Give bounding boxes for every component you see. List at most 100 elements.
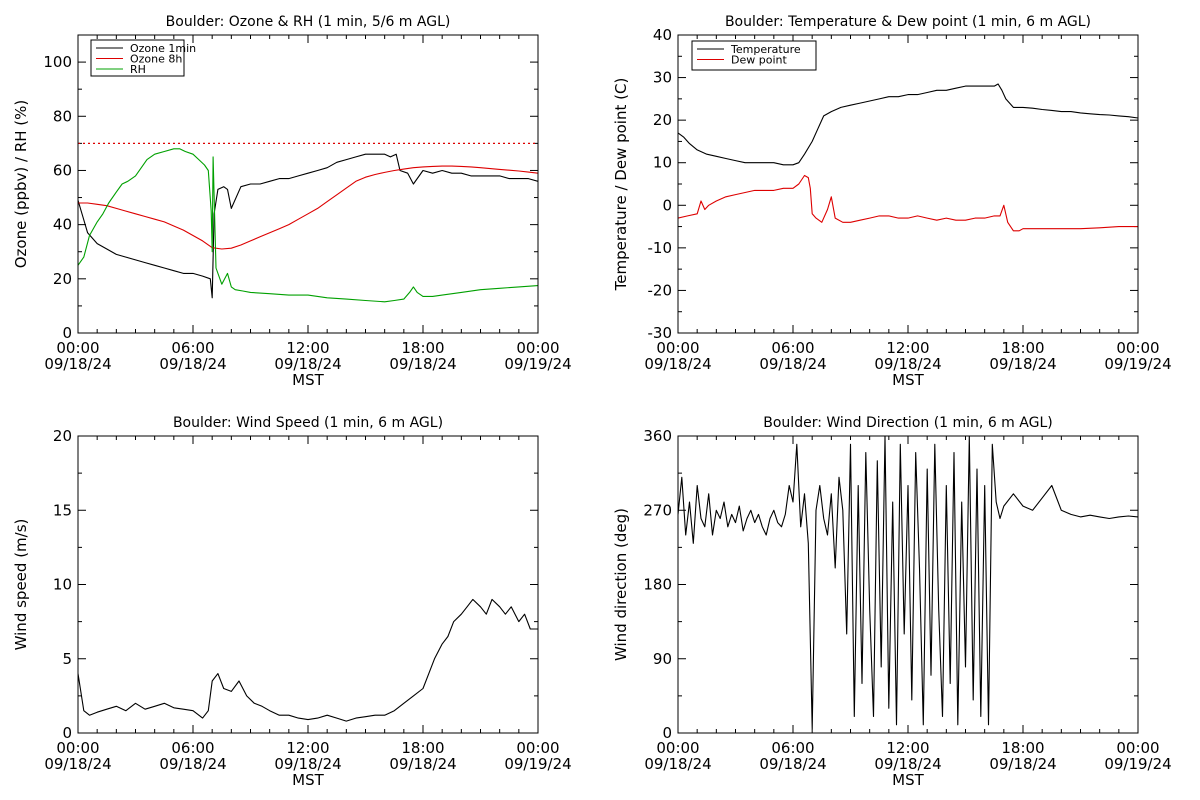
y-tick-label: 0: [62, 724, 72, 742]
y-tick-label: -10: [648, 239, 673, 257]
x-tick-label-date: 09/18/24: [274, 755, 341, 773]
series-line: [678, 436, 1138, 730]
legend-label: Ozone 1min: [130, 42, 196, 55]
x-tick-label-date: 09/19/24: [1104, 755, 1171, 773]
y-tick-label: 0: [62, 324, 72, 342]
plot-frame: [77, 34, 539, 334]
plot-frame: [677, 34, 1139, 334]
y-tick-label: 30: [653, 69, 672, 87]
x-tick-label-date: 09/18/24: [989, 755, 1056, 773]
y-tick-label: 0: [662, 196, 672, 214]
chart-title: Boulder: Wind Direction (1 min, 6 m AGL): [763, 415, 1052, 431]
y-tick-label: 20: [653, 111, 672, 129]
x-tick-label-time: 00:00: [516, 739, 559, 757]
y-tick-label: 10: [53, 576, 72, 594]
legend-label: Ozone 8h: [130, 53, 182, 66]
y-axis-label: Ozone (ppbv) / RH (%): [12, 100, 30, 269]
x-tick-label-date: 09/18/24: [874, 755, 941, 773]
y-tick-label: 80: [53, 107, 72, 125]
x-tick-label-time: 12:00: [286, 739, 329, 757]
x-tick-label-time: 06:00: [171, 739, 214, 757]
y-tick-label: 60: [53, 161, 72, 179]
x-axis-label: MST: [892, 371, 924, 389]
x-tick-label-date: 09/18/24: [759, 355, 826, 373]
y-tick-label: 0: [662, 724, 672, 742]
x-tick-label-date: 09/19/24: [504, 355, 571, 373]
y-tick-label: 90: [653, 650, 672, 668]
legend-box: [90, 39, 185, 77]
x-tick-label-date: 09/18/24: [159, 355, 226, 373]
y-tick-label: 15: [53, 501, 72, 519]
legend-label: RH: [130, 63, 146, 76]
x-tick-label-date: 09/18/24: [44, 755, 111, 773]
x-tick-label-time: 00:00: [1116, 739, 1159, 757]
x-tick-label-date: 09/19/24: [1104, 355, 1171, 373]
x-tick-label-time: 06:00: [771, 739, 814, 757]
x-tick-label-time: 18:00: [401, 339, 444, 357]
x-tick-label-date: 09/18/24: [874, 355, 941, 373]
x-tick-label-date: 09/18/24: [389, 755, 456, 773]
x-tick-label-time: 18:00: [1001, 739, 1044, 757]
plot-frame: [677, 435, 1139, 734]
x-tick-label-time: 00:00: [656, 739, 699, 757]
wind-speed-panel: Boulder: Wind Speed (1 min, 6 m AGL) 0 5 10…: [12, 415, 572, 789]
ozone-rh-panel: Boulder: Ozone & RH (1 min, 5/6 m AGL) 0 2…: [12, 14, 572, 389]
x-tick-label-date: 09/18/24: [274, 355, 341, 373]
x-tick-label-date: 09/18/24: [44, 355, 111, 373]
y-tick-label: 40: [53, 216, 72, 234]
y-tick-label: 5: [62, 650, 72, 668]
x-tick-label-time: 06:00: [771, 339, 814, 357]
x-tick-label-date: 09/18/24: [989, 355, 1056, 373]
x-tick-label-date: 09/18/24: [389, 355, 456, 373]
x-tick-label-date: 09/19/24: [504, 755, 571, 773]
y-tick-label: 270: [643, 501, 672, 519]
y-tick-label: -20: [648, 281, 673, 299]
plot-frame: [77, 435, 539, 734]
x-tick-label-date: 09/18/24: [759, 755, 826, 773]
y-axis-label: Wind speed (m/s): [12, 519, 30, 651]
y-axis-label: Wind direction (deg): [612, 508, 630, 661]
wind-direction-panel: Boulder: Wind Direction (1 min, 6 m AGL)…: [612, 415, 1172, 789]
y-axis-label: Temperature / Dew point (C): [612, 78, 630, 292]
chart-title: Boulder: Temperature & Dew point (1 min,…: [725, 14, 1091, 30]
temperature-dewpoint-panel: Boulder: Temperature & Dew point (1 min,…: [612, 14, 1172, 389]
legend-label: Dew point: [731, 54, 787, 67]
x-tick-label-time: 12:00: [886, 339, 929, 357]
x-tick-label-date: 09/18/24: [159, 755, 226, 773]
chart-title: Boulder: Wind Speed (1 min, 6 m AGL): [173, 415, 443, 431]
x-tick-label-time: 00:00: [56, 339, 99, 357]
series-line-rh: [78, 148, 538, 303]
x-axis-label: MST: [292, 771, 324, 789]
series-line-dew-point: [678, 174, 1138, 232]
x-tick-label-time: 18:00: [1001, 339, 1044, 357]
legend-label: Temperature: [730, 43, 801, 56]
x-tick-label-time: 12:00: [286, 339, 329, 357]
y-tick-label: 40: [653, 26, 672, 44]
x-tick-label-time: 00:00: [1116, 339, 1159, 357]
series-line-temperature: [678, 83, 1138, 166]
series-line-ozone-8h: [78, 165, 538, 250]
x-tick-label-time: 18:00: [401, 739, 444, 757]
x-tick-label-time: 12:00: [886, 739, 929, 757]
x-tick-label-time: 00:00: [56, 739, 99, 757]
y-tick-label: 360: [643, 427, 672, 445]
chart-title: Boulder: Ozone & RH (1 min, 5/6 m AGL): [166, 14, 451, 30]
x-tick-label-time: 00:00: [656, 339, 699, 357]
x-tick-label-time: 00:00: [516, 339, 559, 357]
x-axis-label: MST: [892, 771, 924, 789]
y-tick-label: 100: [43, 53, 72, 71]
x-tick-label-date: 09/18/24: [644, 355, 711, 373]
series-line: [78, 598, 538, 722]
series-line-ozone-1min: [78, 153, 538, 299]
y-tick-label: 10: [653, 154, 672, 172]
y-tick-label: 20: [53, 427, 72, 445]
y-tick-label: -30: [648, 324, 673, 342]
y-tick-label: 20: [53, 270, 72, 288]
x-tick-label-date: 09/18/24: [644, 755, 711, 773]
x-tick-label-time: 06:00: [171, 339, 214, 357]
x-axis-label: MST: [292, 371, 324, 389]
